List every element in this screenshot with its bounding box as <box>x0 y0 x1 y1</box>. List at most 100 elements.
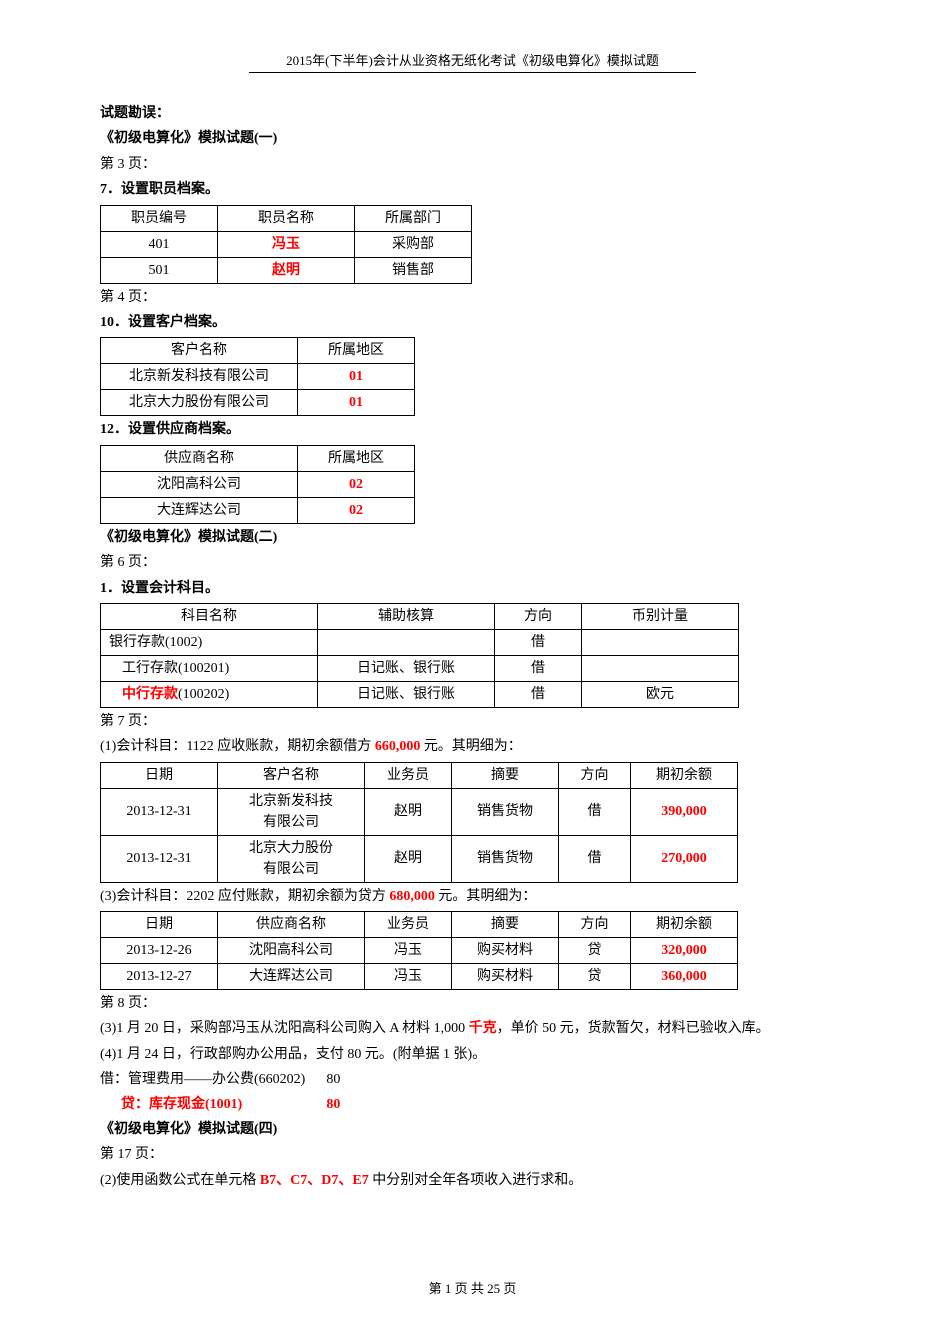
cell: 借 <box>559 788 631 835</box>
p8-item4: (4)1 月 24 日，行政部购办公用品，支付 80 元。(附单据 1 张)。 <box>100 1044 845 1066</box>
th-customer: 客户名称 <box>218 762 365 788</box>
cell: 中行存款(100202) <box>101 681 318 707</box>
cell: 工行存款(100201) <box>101 655 318 681</box>
question-12: 12．设置供应商档案。 <box>100 419 845 441</box>
th-balance: 期初余额 <box>631 762 738 788</box>
cell: 沈阳高科公司 <box>218 938 365 964</box>
sim2-title: 《初级电算化》模拟试题(二) <box>100 527 845 549</box>
cell: 2013-12-26 <box>101 938 218 964</box>
question-1: 1．设置会计科目。 <box>100 578 845 600</box>
text: 元。其明细为： <box>420 739 522 754</box>
th-dir: 方向 <box>559 762 631 788</box>
text: ，单价 50 元，货款暂欠，材料已验收入库。 <box>497 1021 770 1036</box>
credit-amount: 80 <box>326 1094 340 1116</box>
page-ref: 第 4 页： <box>100 287 845 309</box>
document-page: 2015年(下半年)会计从业资格无纸化考试《初级电算化》模拟试题 试题勘误： 《… <box>0 0 945 1337</box>
cell: 02 <box>298 471 415 497</box>
cell: 大连辉达公司 <box>101 497 298 523</box>
amount: 680,000 <box>389 889 435 904</box>
th-date: 日期 <box>101 762 218 788</box>
cell: 购买材料 <box>452 938 559 964</box>
table-row: 沈阳高科公司 02 <box>101 471 415 497</box>
cell <box>582 655 739 681</box>
text: (2)使用函数公式在单元格 <box>100 1173 260 1188</box>
payable-line: (3)会计科目：2202 应付账款，期初余额为贷方 680,000 元。其明细为… <box>100 886 845 908</box>
table-row: 2013-12-31 北京新发科技有限公司 赵明 销售货物 借 390,000 <box>101 788 738 835</box>
amount: 660,000 <box>375 739 421 754</box>
table-row: 北京大力股份有限公司 01 <box>101 390 415 416</box>
cell: 冯玉 <box>218 231 355 257</box>
th-subject: 科目名称 <box>101 603 318 629</box>
p17-item2: (2)使用函数公式在单元格 B7、C7、D7、E7 中分别对全年各项收入进行求和… <box>100 1170 845 1192</box>
cell: 270,000 <box>631 835 738 882</box>
cell: 390,000 <box>631 788 738 835</box>
cell: 赵明 <box>365 835 452 882</box>
text: 有限公司 <box>263 862 319 877</box>
cell <box>318 629 495 655</box>
cell: 赵明 <box>365 788 452 835</box>
subject-code: (100202) <box>178 687 229 702</box>
credit-entry: 贷：库存现金(1001) 80 <box>100 1094 845 1116</box>
cell: 借 <box>559 835 631 882</box>
th-supplier: 供应商名称 <box>218 912 365 938</box>
th-supplier: 供应商名称 <box>101 445 298 471</box>
cell: 银行存款(1002) <box>101 629 318 655</box>
cell: 01 <box>298 390 415 416</box>
table-row: 北京新发科技有限公司 01 <box>101 364 415 390</box>
debit-amount: 80 <box>326 1069 340 1091</box>
th-customer: 客户名称 <box>101 338 298 364</box>
th-staff: 业务员 <box>365 912 452 938</box>
cell: 2013-12-27 <box>101 964 218 990</box>
cell: 360,000 <box>631 964 738 990</box>
th-currency: 币别计量 <box>582 603 739 629</box>
cell: 2013-12-31 <box>101 835 218 882</box>
cell: 销售货物 <box>452 835 559 882</box>
supplier-table: 供应商名称 所属地区 沈阳高科公司 02 大连辉达公司 02 <box>100 445 415 524</box>
text: (1)会计科目：1122 应收账款，期初余额借方 <box>100 739 375 754</box>
table-row: 日期 供应商名称 业务员 摘要 方向 期初余额 <box>101 912 738 938</box>
table-row: 501 赵明 销售部 <box>101 257 472 283</box>
table-row: 2013-12-27 大连辉达公司 冯玉 购买材料 贷 360,000 <box>101 964 738 990</box>
table-row: 客户名称 所属地区 <box>101 338 415 364</box>
table-row: 科目名称 辅助核算 方向 币别计量 <box>101 603 739 629</box>
cell: 冯玉 <box>365 964 452 990</box>
cell: 销售货物 <box>452 788 559 835</box>
cell: 501 <box>101 257 218 283</box>
table-row: 银行存款(1002) 借 <box>101 629 739 655</box>
table-row: 职员编号 职员名称 所属部门 <box>101 205 472 231</box>
cell: 销售部 <box>355 257 472 283</box>
cell: 320,000 <box>631 938 738 964</box>
cell: 北京大力股份有限公司 <box>218 835 365 882</box>
th-summary: 摘要 <box>452 762 559 788</box>
cell: 借 <box>495 681 582 707</box>
cell: 2013-12-31 <box>101 788 218 835</box>
th-region: 所属地区 <box>298 338 415 364</box>
cell: 购买材料 <box>452 964 559 990</box>
th-dept: 所属部门 <box>355 205 472 231</box>
table-row: 2013-12-26 沈阳高科公司 冯玉 购买材料 贷 320,000 <box>101 938 738 964</box>
table-row: 工行存款(100201) 日记账、银行账 借 <box>101 655 739 681</box>
table-row: 中行存款(100202) 日记账、银行账 借 欧元 <box>101 681 739 707</box>
receivable-table: 日期 客户名称 业务员 摘要 方向 期初余额 2013-12-31 北京新发科技… <box>100 762 738 883</box>
question-10: 10．设置客户档案。 <box>100 312 845 334</box>
text: 北京新发科技 <box>249 794 333 809</box>
cell: 北京大力股份有限公司 <box>101 390 298 416</box>
text: (3)1 月 20 日，采购部冯玉从沈阳高科公司购入 A 材料 1,000 <box>100 1021 469 1036</box>
page-ref: 第 17 页： <box>100 1144 845 1166</box>
question-7: 7．设置职员档案。 <box>100 179 845 201</box>
subject-name: 中行存款 <box>122 687 178 702</box>
page-header: 2015年(下半年)会计从业资格无纸化考试《初级电算化》模拟试题 <box>249 50 696 73</box>
cell: 北京新发科技有限公司 <box>218 788 365 835</box>
table-row: 401 冯玉 采购部 <box>101 231 472 257</box>
table-row: 大连辉达公司 02 <box>101 497 415 523</box>
cell: 日记账、银行账 <box>318 681 495 707</box>
subject-table: 科目名称 辅助核算 方向 币别计量 银行存款(1002) 借 工行存款(1002… <box>100 603 739 708</box>
cell: 01 <box>298 364 415 390</box>
credit-text: 贷：库存现金(1001) <box>121 1097 242 1112</box>
cell: 日记账、银行账 <box>318 655 495 681</box>
payable-table: 日期 供应商名称 业务员 摘要 方向 期初余额 2013-12-26 沈阳高科公… <box>100 911 738 990</box>
sim1-title: 《初级电算化》模拟试题(一) <box>100 128 845 150</box>
cell: 贷 <box>559 938 631 964</box>
cell: 借 <box>495 629 582 655</box>
table-row: 2013-12-31 北京大力股份有限公司 赵明 销售货物 借 270,000 <box>101 835 738 882</box>
